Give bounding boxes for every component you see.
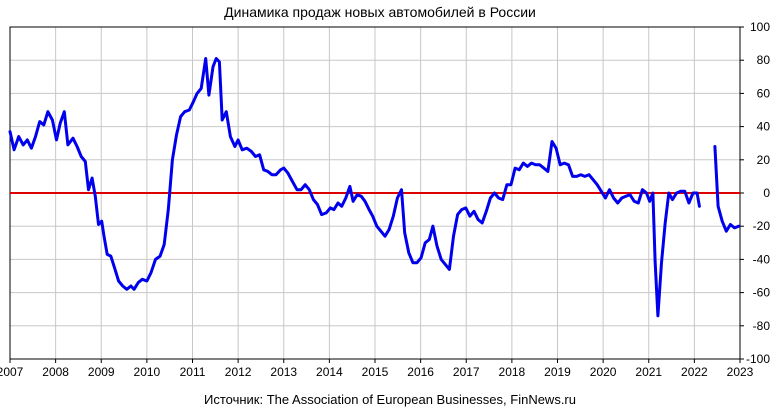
x-tick-label: 2013 [270, 365, 297, 379]
x-tick-label: 2012 [225, 365, 252, 379]
y-tick-label: -40 [753, 252, 771, 266]
x-tick-label: 2007 [0, 365, 24, 379]
y-tick-label: 20 [757, 153, 771, 167]
y-tick-label: 0 [763, 186, 770, 200]
x-tick-label: 2019 [544, 365, 571, 379]
x-tick-label: 2017 [453, 365, 480, 379]
x-tick-label: 2009 [88, 365, 115, 379]
y-axis-ticks: 100 80 60 40 20 0 -20 -40 -60 -80 -100 [740, 20, 770, 366]
x-tick-label: 2023 [727, 365, 754, 379]
chart-title: Динамика продаж новых автомобилей в Росс… [224, 4, 536, 20]
x-tick-label: 2016 [407, 365, 434, 379]
x-tick-label: 2015 [362, 365, 389, 379]
x-tick-label: 2020 [590, 365, 617, 379]
y-tick-label: -20 [753, 219, 771, 233]
x-tick-label: 2008 [42, 365, 69, 379]
x-tick-label: 2011 [180, 365, 206, 379]
x-axis-ticks: 2007 2008 2009 2010 2011 2012 2013 2014 2015 2016… [0, 359, 754, 379]
x-tick-label: 2021 [635, 365, 662, 379]
series-group [8, 57, 741, 318]
y-tick-label: 80 [757, 53, 771, 67]
x-tick-label: 2014 [316, 365, 343, 379]
series-line-0 [8, 57, 741, 318]
y-tick-label: -80 [753, 319, 771, 333]
x-tick-label: 2022 [681, 365, 708, 379]
x-tick-label: 2018 [499, 365, 526, 379]
y-tick-label: 40 [757, 120, 771, 134]
y-tick-label: -100 [746, 352, 770, 366]
x-tick-label: 2010 [134, 365, 161, 379]
y-tick-label: 60 [757, 86, 771, 100]
y-tick-label: -60 [753, 286, 771, 300]
y-tick-label: 100 [750, 20, 770, 34]
chart-source: Источник: The Association of European Bu… [204, 392, 576, 407]
